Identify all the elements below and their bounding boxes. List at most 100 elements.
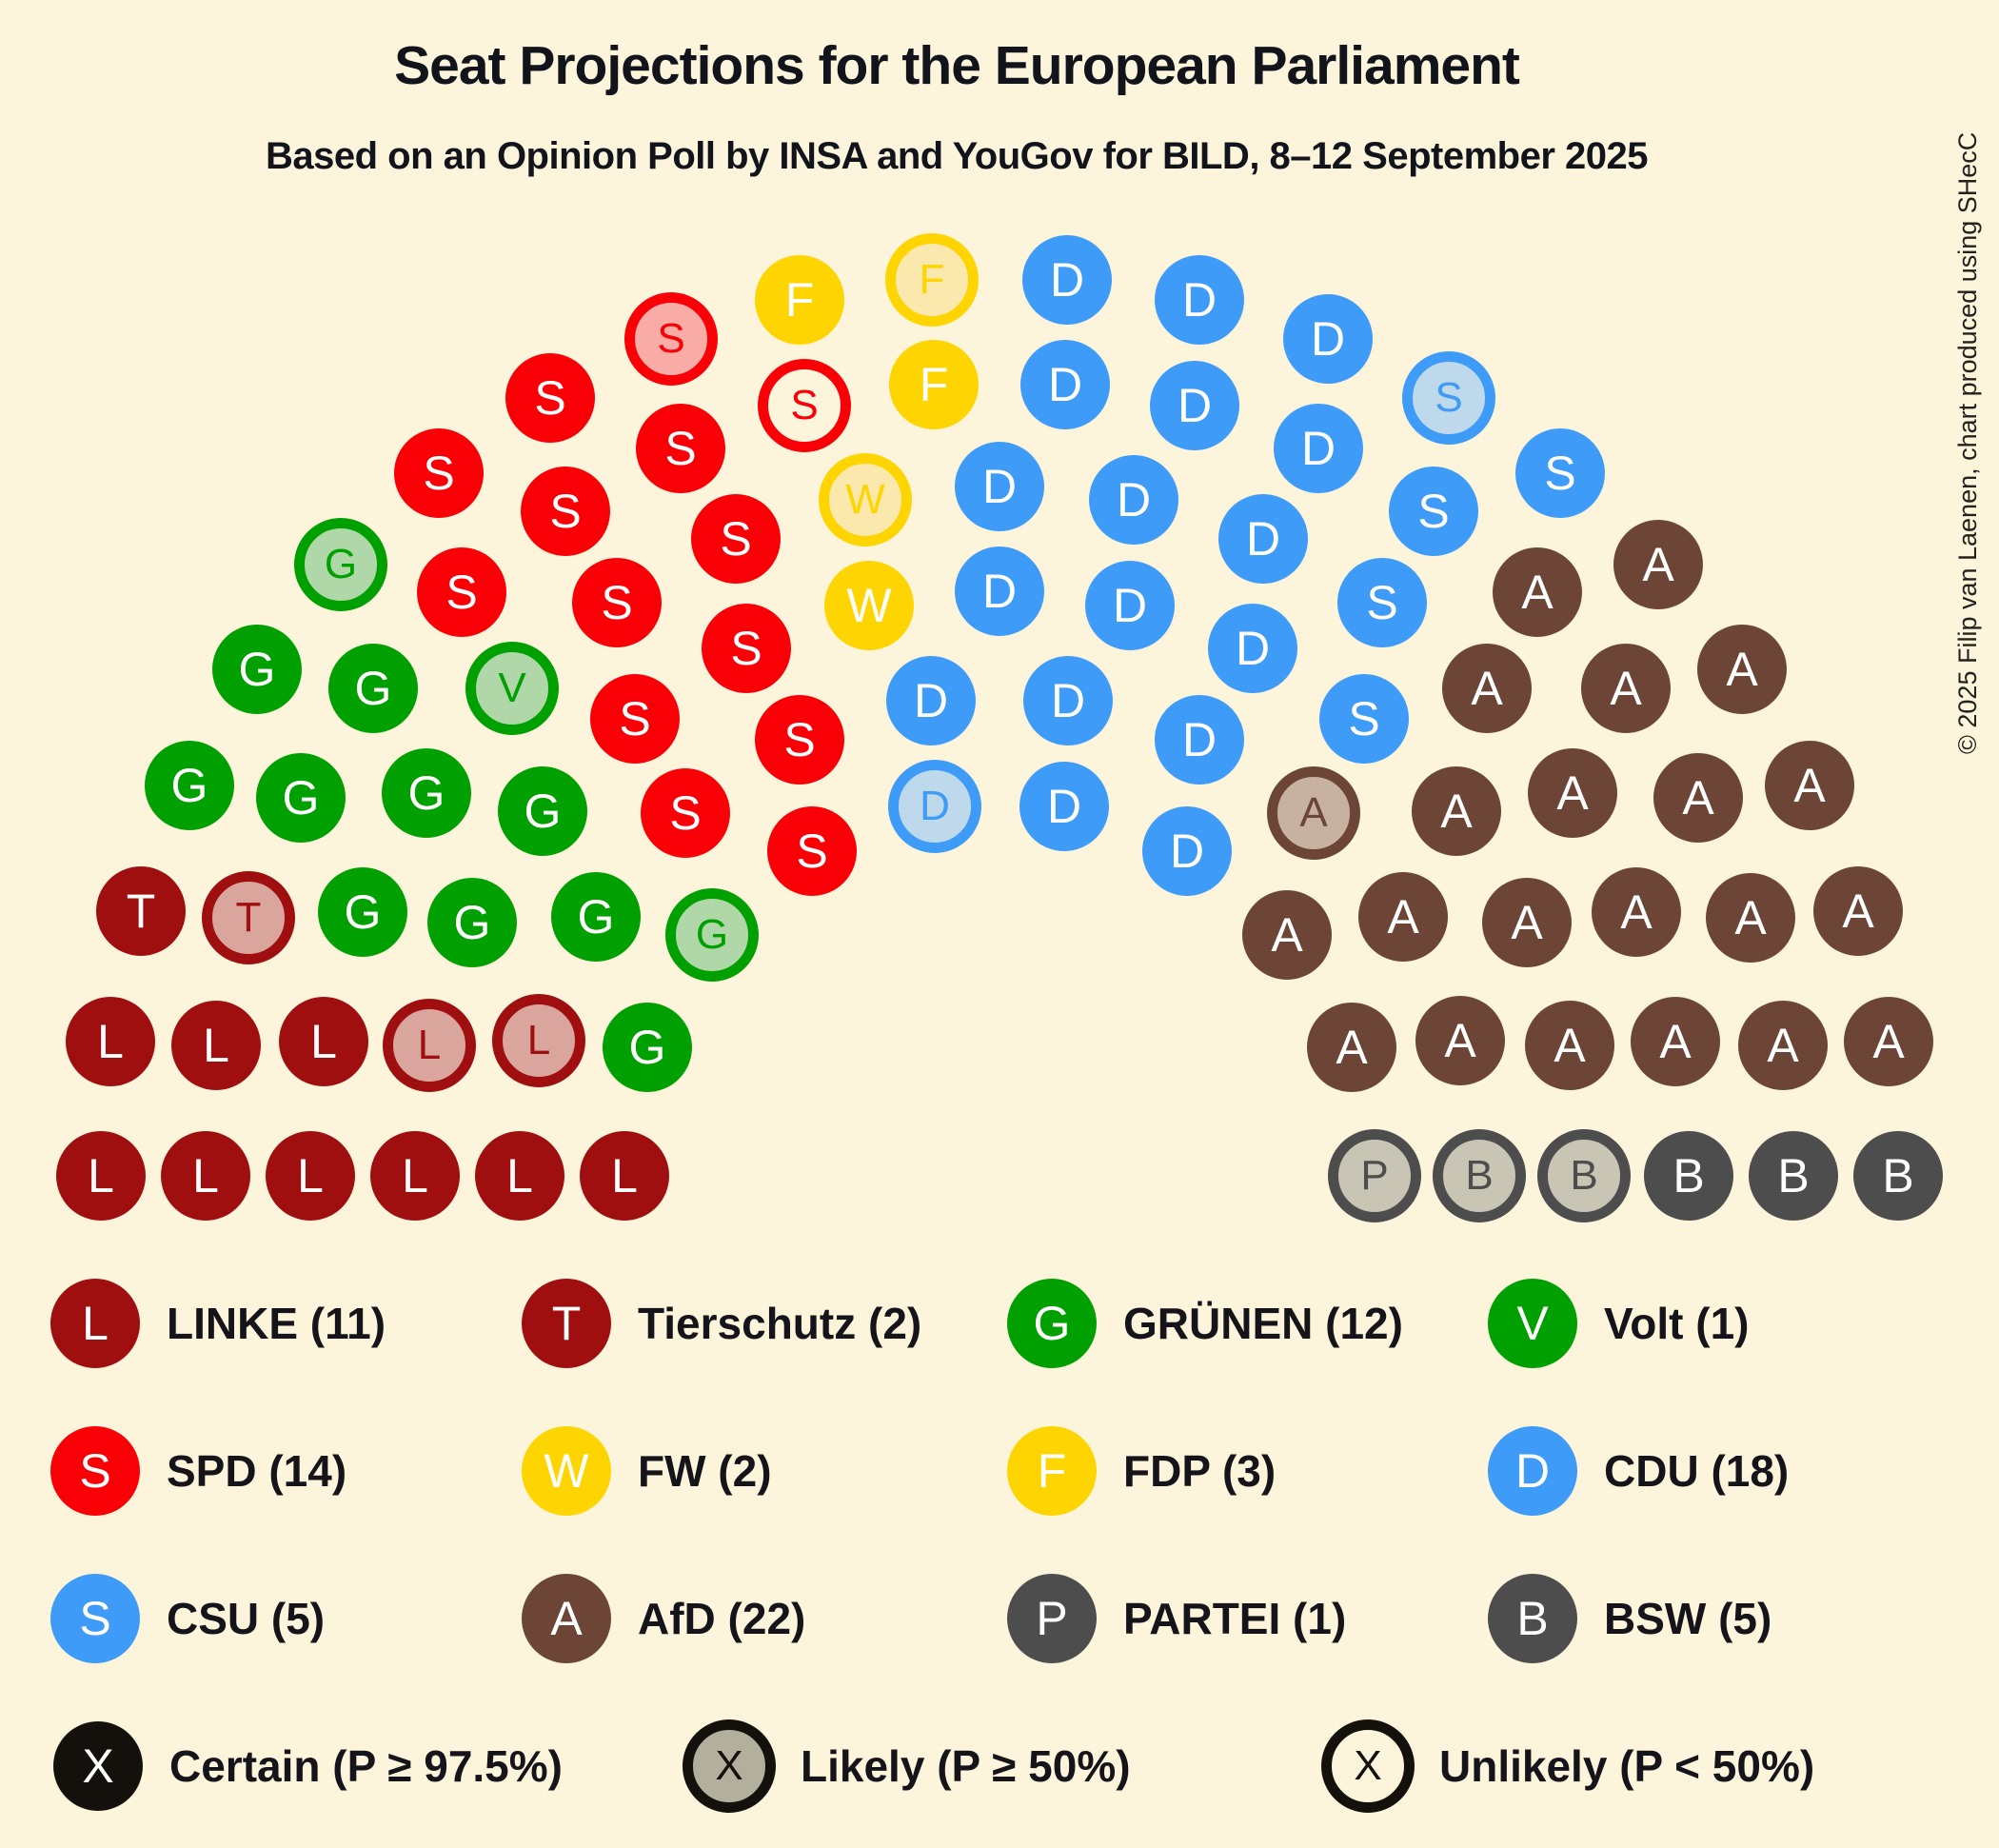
legend-label-linke: LINKE (11)	[167, 1299, 386, 1348]
seat-letter: S	[783, 713, 816, 766]
seat-letter: S	[549, 485, 582, 538]
seat-csu: S	[1319, 674, 1409, 764]
seat-afd: A	[1482, 878, 1572, 967]
seat-letter: S	[423, 447, 455, 500]
seat-letter: B	[1777, 1149, 1810, 1202]
seat-letter: D	[1047, 358, 1083, 411]
seat-letter: S	[601, 576, 633, 629]
seat-spd: S	[636, 404, 725, 493]
seat-letter: L	[88, 1149, 114, 1202]
legend-swatch-cdu: D	[1488, 1426, 1577, 1516]
seat-letter: D	[981, 460, 1018, 513]
seat-letter: A	[1299, 789, 1328, 836]
seat-letter: D	[1235, 622, 1271, 675]
seat-letter: A	[1521, 566, 1554, 619]
seat-afd: A	[1592, 867, 1681, 957]
seat-letter: D	[1245, 512, 1281, 566]
seat-letter: G	[282, 771, 320, 825]
legend-label-bsw: BSW (5)	[1604, 1594, 1772, 1643]
seat-afd: A	[1525, 1001, 1614, 1090]
seat-letter: G	[324, 541, 358, 587]
seat-cdu: D	[1208, 604, 1297, 693]
seat-letter: L	[506, 1149, 533, 1202]
seat-letter: V	[1516, 1297, 1549, 1350]
seat-letter: S	[1544, 447, 1576, 500]
seat-gruenen: G	[256, 753, 346, 843]
seat-letter: A	[1610, 662, 1642, 715]
seat-letter: P	[1036, 1592, 1068, 1645]
seat-letter: L	[82, 1297, 109, 1350]
seat-cdu: D	[1150, 361, 1239, 450]
seat-letter: B	[1882, 1149, 1914, 1202]
seat-spd: S	[641, 768, 730, 858]
seat-cdu: D	[955, 442, 1044, 531]
seat-cdu: D	[886, 656, 976, 745]
seat-spd: S	[417, 547, 506, 637]
seat-bsw-likely: B	[1537, 1129, 1631, 1222]
seat-letter: D	[981, 565, 1018, 618]
seat-linke: L	[370, 1131, 460, 1221]
seat-gruenen: G	[328, 644, 418, 733]
seat-letter: G	[407, 766, 445, 820]
seat-letter: D	[1300, 422, 1336, 475]
seat-letter: B	[1516, 1592, 1549, 1645]
seat-afd: A	[1697, 625, 1787, 714]
legend-swatch-partei: P	[1007, 1574, 1097, 1663]
certainty-swatch-unlikely: X	[1321, 1719, 1415, 1813]
seat-linke-likely: L	[383, 999, 476, 1092]
legend-label-afd: AfD (22)	[638, 1594, 806, 1643]
seat-linke: L	[266, 1131, 355, 1221]
seat-gruenen: G	[145, 741, 234, 830]
seat-letter: S	[1417, 485, 1450, 538]
seat-linke: L	[475, 1131, 564, 1221]
seat-letter: L	[611, 1149, 638, 1202]
seat-spd: S	[521, 467, 610, 556]
seat-afd: A	[1581, 644, 1671, 733]
seat-cdu: D	[1155, 255, 1244, 345]
seat-letter: L	[310, 1015, 337, 1068]
legend-swatch-spd: S	[50, 1426, 140, 1516]
seat-letter: L	[417, 1022, 442, 1068]
page-title: Seat Projections for the European Parlia…	[394, 35, 1520, 96]
seat-letter: G	[1033, 1297, 1071, 1350]
seat-gruenen: G	[551, 872, 641, 962]
seat-letter: B	[1672, 1149, 1705, 1202]
seat-letter: A	[550, 1592, 583, 1645]
legend-label-volt: Volt (1)	[1604, 1299, 1750, 1348]
seat-cdu: D	[1085, 561, 1175, 650]
seat-spd: S	[691, 494, 781, 584]
seat-afd: A	[1706, 873, 1795, 963]
seat-letter: A	[1734, 891, 1767, 944]
seat-letter: X	[1354, 1742, 1382, 1789]
seat-gruenen: G	[212, 625, 302, 714]
seat-letter: D	[1310, 312, 1346, 366]
seat-letter: S	[796, 825, 828, 878]
seat-letter: A	[1336, 1021, 1368, 1074]
seat-letter: S	[79, 1444, 111, 1498]
seat-letter: F	[1037, 1444, 1067, 1498]
seat-fdp: F	[889, 340, 979, 429]
legend-swatch-volt: V	[1488, 1279, 1577, 1368]
seat-letter: A	[1872, 1015, 1905, 1068]
seat-cdu: D	[955, 546, 1044, 636]
seat-afd: A	[1493, 547, 1582, 637]
seat-letter: L	[97, 1015, 124, 1068]
seat-afd: A	[1738, 1001, 1828, 1090]
seat-afd: A	[1412, 766, 1501, 856]
seat-letter: A	[1511, 896, 1543, 949]
seat-cdu: D	[1155, 695, 1244, 785]
seat-letter: G	[238, 643, 276, 696]
seat-cdu: D	[1089, 455, 1178, 545]
seat-letter: X	[715, 1742, 743, 1789]
legend-label-spd: SPD (14)	[167, 1446, 347, 1496]
seat-letter: A	[1659, 1015, 1692, 1068]
seat-letter: D	[1049, 253, 1085, 307]
seat-letter: A	[1440, 785, 1473, 838]
seat-letter: G	[354, 662, 392, 715]
certainty-swatch-likely: X	[683, 1719, 776, 1813]
legend-swatch-afd: A	[522, 1574, 611, 1663]
seat-letter: G	[628, 1021, 666, 1074]
seat-letter: D	[1181, 273, 1217, 327]
seat-letter: L	[297, 1149, 324, 1202]
seat-gruenen: G	[498, 766, 587, 856]
